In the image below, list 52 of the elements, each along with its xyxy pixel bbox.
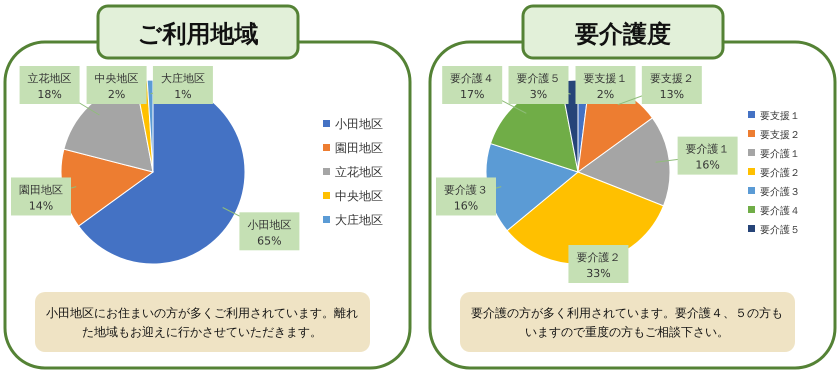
- legend-item: 大庄地区: [323, 213, 383, 227]
- data-label: 13%: [660, 88, 684, 101]
- legend-label: 要支援２: [760, 129, 800, 141]
- slice-label: 大庄地区: [160, 72, 205, 85]
- slice-label: 園田地区: [19, 183, 63, 196]
- data-label: 16%: [454, 199, 478, 212]
- data-label: 18%: [37, 88, 62, 101]
- text: 小田地区にお住まいの方が多くご利用されています。離れた地域もお迎えに行かさせていただきます。: [46, 306, 358, 339]
- legend-label: 中央地区: [335, 189, 383, 203]
- legend-label: 要介護３: [760, 186, 800, 198]
- slice-label: 要介護４: [450, 72, 494, 85]
- legend-item: 中央地区: [323, 189, 383, 203]
- text: 要介護の方が多く利用されています。要介護４、５の方もいますので重度の方もご相談下さい。: [471, 306, 783, 339]
- legend-item: 要介護４: [748, 206, 800, 217]
- legend-item: 要支援１: [748, 111, 800, 122]
- legend-label: 要介護５: [760, 224, 800, 236]
- legend-item: 要介護２: [748, 168, 800, 179]
- data-label: 16%: [695, 158, 720, 172]
- legend-label: 要支援１: [760, 110, 800, 122]
- data-label: 65%: [257, 234, 282, 248]
- slice-label: 要支援２: [650, 72, 694, 85]
- legend-item: 要介護３: [748, 187, 800, 198]
- legend-label: 園田地区: [335, 141, 383, 155]
- legend-item: 要支援２: [748, 130, 800, 141]
- slice-label: 要支援１: [584, 72, 628, 85]
- legend-item: 園田地区: [323, 141, 383, 155]
- slice-label: 立花地区: [28, 72, 72, 85]
- legend-label: 要介護４: [760, 205, 800, 217]
- legend-item: 小田地区: [323, 117, 383, 131]
- slice-label: 要介護２: [576, 251, 620, 264]
- legend-item: 要介護５: [748, 225, 800, 236]
- legend-item: 立花地区: [323, 165, 383, 179]
- data-label: 2%: [596, 88, 614, 101]
- legend-label: 大庄地区: [335, 213, 383, 227]
- chart-title: ご利用地域: [138, 20, 258, 48]
- slice-label: 中央地区: [94, 72, 139, 85]
- data-label: 2%: [108, 88, 126, 101]
- data-label: 1%: [174, 88, 192, 101]
- data-label: 33%: [586, 267, 611, 280]
- legend-label: 小田地区: [335, 117, 383, 131]
- data-label: 17%: [460, 88, 484, 101]
- data-label: 3%: [530, 88, 548, 101]
- slice-label: 要介護５: [516, 72, 561, 85]
- legend-label: 要介護２: [760, 167, 800, 179]
- chart-title: 要介護度: [574, 20, 671, 48]
- slice-label: 要介護３: [444, 183, 488, 196]
- slice-label: 小田地区: [247, 218, 292, 232]
- slice-label: 要介護１: [686, 142, 730, 156]
- legend-item: 要介護１: [748, 149, 800, 160]
- legend-label: 要介護１: [760, 148, 800, 160]
- data-label: 14%: [28, 199, 54, 212]
- legend-label: 立花地区: [335, 165, 383, 179]
